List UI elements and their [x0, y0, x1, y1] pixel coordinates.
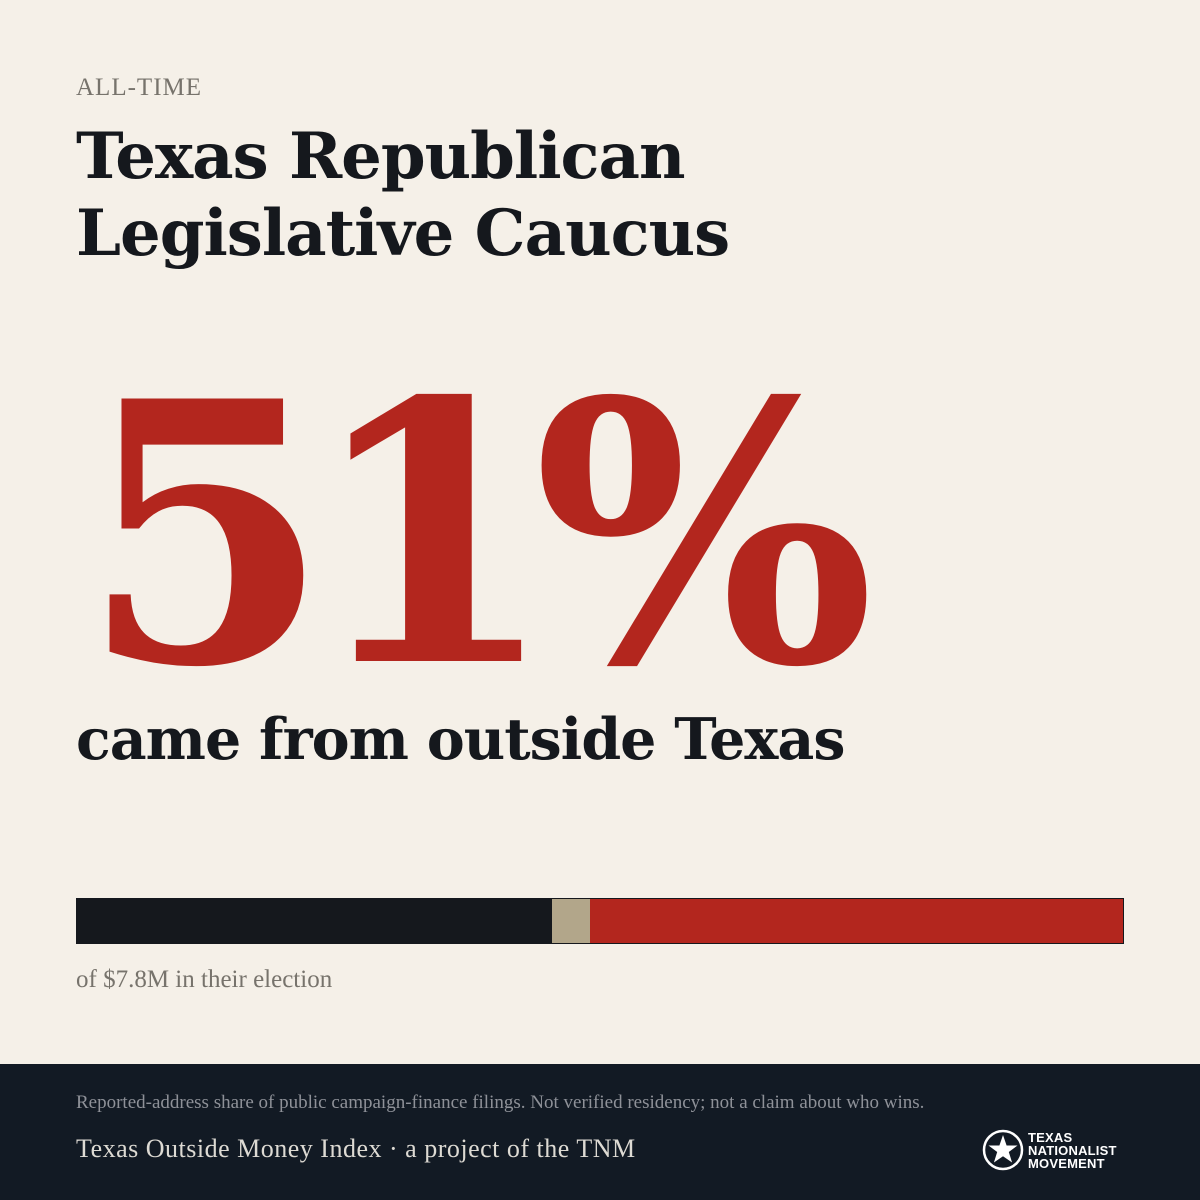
- bar-segment-2: [551, 899, 590, 943]
- bar-caption: of $7.8M in their election: [76, 966, 333, 993]
- tnm-logo: TEXAS NATIONALIST MOVEMENT: [982, 1128, 1132, 1172]
- logo-word-2: NATIONALIST: [1028, 1142, 1117, 1158]
- share-bar: [76, 898, 1124, 944]
- footer-disclaimer: Reported-address share of public campaig…: [76, 1092, 925, 1113]
- star-seal-icon: [982, 1129, 1024, 1171]
- eyebrow-label: ALL-TIME: [76, 74, 203, 101]
- logo-word-1: TEXAS: [1028, 1129, 1073, 1145]
- logo-wordmark: TEXAS NATIONALIST MOVEMENT: [1028, 1131, 1117, 1170]
- headline-stat: 51%: [80, 323, 875, 746]
- page-title: Texas Republican Legislative Caucus: [76, 119, 730, 271]
- logo-word-3: MOVEMENT: [1028, 1155, 1105, 1171]
- bar-segment-3: [589, 899, 1123, 943]
- bar-segment-1: [77, 899, 552, 943]
- footer-credit: Texas Outside Money Index · a project of…: [76, 1134, 636, 1163]
- headline-caption: came from outside Texas: [76, 706, 845, 773]
- footer: Reported-address share of public campaig…: [0, 1064, 1200, 1200]
